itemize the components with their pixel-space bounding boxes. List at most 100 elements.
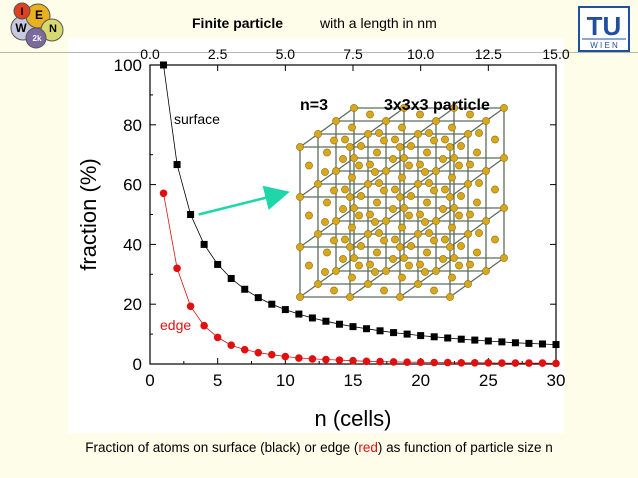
data-point-edge: [416, 358, 425, 367]
atom: [380, 186, 388, 195]
atom: [482, 167, 490, 175]
atom: [330, 136, 338, 145]
data-point-edge: [308, 355, 317, 363]
data-point-surface: [308, 314, 316, 322]
atom: [491, 185, 499, 194]
data-point-surface: [173, 161, 181, 169]
atom: [380, 286, 388, 295]
atom: [414, 180, 422, 188]
data-point-edge: [281, 352, 290, 361]
data-point-surface: [227, 274, 235, 282]
atom: [425, 129, 433, 137]
atom: [414, 230, 422, 238]
atom: [355, 161, 363, 170]
atom: [398, 273, 406, 282]
figure-caption: Fraction of atoms on surface (black) or …: [0, 440, 638, 455]
lattice-edge: [299, 257, 355, 298]
atom: [414, 130, 422, 138]
chart-subtitle: with a length in nm: [320, 15, 437, 31]
atom: [339, 205, 347, 213]
atom: [439, 155, 447, 163]
atom: [475, 129, 483, 137]
atom: [446, 143, 454, 151]
data-point-edge: [498, 359, 506, 367]
data-point-edge: [389, 358, 398, 366]
atom: [341, 235, 349, 244]
edge-series-label: edge: [160, 317, 191, 333]
atom: [448, 173, 456, 182]
atom: [473, 148, 481, 157]
data-point-edge: [430, 358, 439, 367]
atom: [425, 179, 433, 187]
atom: [350, 204, 358, 212]
lattice-edge: [449, 157, 505, 198]
data-point-surface: [525, 339, 533, 347]
data-point-edge: [240, 345, 249, 354]
atom: [398, 223, 406, 232]
atom: [321, 168, 329, 176]
atom: [430, 286, 438, 295]
atom: [305, 161, 313, 170]
y-tick-label: 0: [133, 355, 142, 374]
atom: [430, 186, 438, 195]
data-point-surface: [200, 240, 208, 248]
x-tick-label: 10: [276, 371, 295, 390]
y-tick-label: 40: [123, 235, 142, 254]
data-point-surface: [457, 335, 465, 343]
atom: [423, 198, 431, 207]
atom: [473, 248, 481, 257]
atom: [457, 242, 465, 250]
atom: [371, 268, 379, 276]
atom: [346, 293, 354, 301]
atom: [350, 104, 358, 112]
atom: [296, 143, 304, 151]
atom: [421, 168, 429, 176]
y-tick-label: 100: [114, 56, 142, 75]
caption-text-before: Fraction of atoms on surface (black) or …: [85, 440, 359, 455]
atom: [450, 154, 458, 162]
atom: [332, 117, 340, 125]
atom: [357, 192, 365, 200]
x-tick-label: 0: [145, 371, 154, 390]
atom: [348, 173, 356, 182]
atom: [423, 148, 431, 157]
data-point-edge: [200, 321, 208, 330]
logo-letter-2k: 2k: [33, 34, 42, 43]
atom: [405, 261, 413, 270]
atom: [364, 280, 372, 288]
atom: [314, 130, 322, 138]
atom: [432, 167, 440, 175]
data-point-surface: [484, 337, 492, 345]
atom: [373, 148, 381, 157]
data-point-surface: [241, 285, 249, 293]
atom: [375, 179, 383, 187]
atom: [396, 193, 404, 201]
data-point-edge: [227, 341, 235, 349]
atom: [448, 223, 456, 232]
data-point-edge: [362, 357, 371, 366]
tu-wien-logo: TU W I E N: [578, 6, 630, 52]
atom: [330, 236, 338, 245]
data-point-edge: [484, 359, 493, 367]
atom: [446, 193, 454, 201]
atom: [455, 261, 463, 270]
data-point-surface: [390, 329, 398, 337]
data-point-surface: [403, 330, 411, 338]
atom: [380, 136, 388, 145]
atom: [341, 135, 349, 144]
atom: [346, 143, 354, 151]
atom: [348, 223, 356, 232]
data-point-edge: [349, 356, 357, 365]
atom: [455, 161, 463, 170]
atom: [357, 242, 365, 250]
data-point-surface: [349, 323, 357, 331]
data-point-surface: [376, 327, 384, 335]
wien2k-logo: I E N W 2k: [10, 2, 64, 49]
atom: [450, 204, 458, 212]
n-label: n=3: [300, 97, 328, 114]
atom: [314, 280, 322, 288]
data-point-edge: [335, 356, 344, 364]
data-point-surface: [214, 260, 222, 268]
atom: [407, 142, 415, 150]
atom: [466, 110, 474, 119]
